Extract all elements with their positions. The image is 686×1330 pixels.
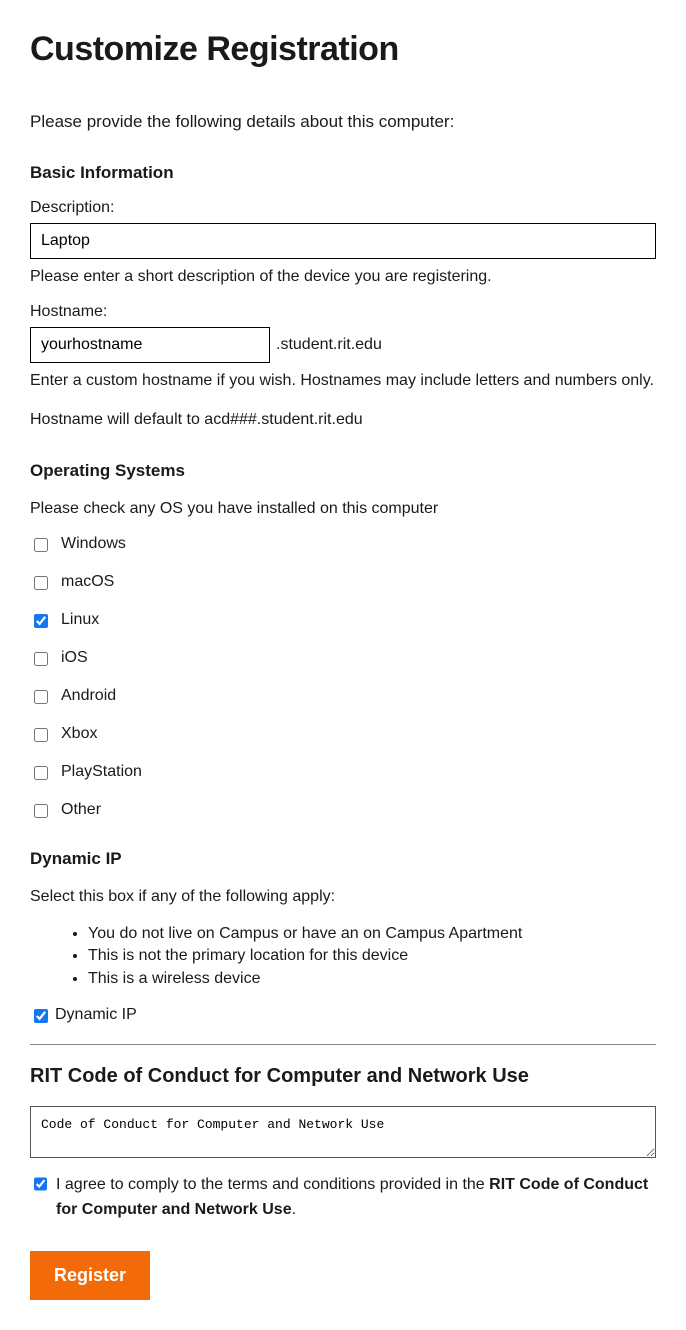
os-checkbox[interactable]	[34, 728, 48, 742]
os-item: macOS	[30, 573, 656, 593]
os-checkbox[interactable]	[34, 690, 48, 704]
register-button[interactable]: Register	[30, 1251, 150, 1300]
os-label: Windows	[61, 535, 126, 553]
os-item: iOS	[30, 649, 656, 669]
hostname-hint-1: Enter a custom hostname if you wish. Hos…	[30, 369, 656, 394]
description-hint: Please enter a short description of the …	[30, 265, 656, 290]
hostname-input[interactable]	[30, 327, 270, 363]
description-label: Description:	[30, 199, 656, 217]
dynamic-ip-bullet: You do not live on Campus or have an on …	[88, 923, 656, 945]
dynamic-ip-heading: Dynamic IP	[30, 849, 656, 869]
agree-checkbox[interactable]	[34, 1177, 47, 1191]
description-input[interactable]	[30, 223, 656, 259]
os-checkbox[interactable]	[34, 614, 48, 628]
coc-textarea[interactable]: Code of Conduct for Computer and Network…	[30, 1106, 656, 1158]
agree-prefix: I agree to comply to the terms and condi…	[56, 1176, 489, 1193]
os-item: Xbox	[30, 725, 656, 745]
dynamic-ip-prompt: Select this box if any of the following …	[30, 885, 656, 909]
page-title: Customize Registration	[30, 30, 656, 69]
dynamic-ip-bullets: You do not live on Campus or have an on …	[30, 923, 656, 990]
os-checkbox[interactable]	[34, 576, 48, 590]
coc-heading: RIT Code of Conduct for Computer and Net…	[30, 1065, 656, 1088]
dynamic-ip-checkbox-label: Dynamic IP	[55, 1006, 137, 1024]
os-checkbox-list: Windows macOS Linux iOS Android Xbox PlayStati…	[30, 535, 656, 821]
os-heading: Operating Systems	[30, 461, 656, 481]
os-label: Linux	[61, 611, 99, 629]
dynamic-ip-bullet: This is not the primary location for thi…	[88, 945, 656, 967]
os-checkbox[interactable]	[34, 804, 48, 818]
os-item: Windows	[30, 535, 656, 555]
divider	[30, 1044, 656, 1045]
os-label: Other	[61, 801, 101, 819]
os-label: iOS	[61, 649, 88, 667]
os-checkbox[interactable]	[34, 766, 48, 780]
hostname-hint-2: Hostname will default to acd###.student.…	[30, 408, 656, 433]
agree-suffix: .	[292, 1201, 296, 1218]
os-prompt: Please check any OS you have installed o…	[30, 497, 656, 521]
intro-text: Please provide the following details abo…	[30, 109, 656, 135]
basic-info-heading: Basic Information	[30, 163, 656, 183]
os-label: PlayStation	[61, 763, 142, 781]
os-label: Android	[61, 687, 116, 705]
os-item: PlayStation	[30, 763, 656, 783]
os-item: Android	[30, 687, 656, 707]
hostname-label: Hostname:	[30, 303, 656, 321]
os-label: macOS	[61, 573, 114, 591]
agree-text: I agree to comply to the terms and condi…	[56, 1173, 656, 1223]
os-checkbox[interactable]	[34, 652, 48, 666]
hostname-suffix: .student.rit.edu	[276, 336, 382, 354]
os-item: Other	[30, 801, 656, 821]
dynamic-ip-checkbox[interactable]	[34, 1009, 48, 1023]
dynamic-ip-bullet: This is a wireless device	[88, 968, 656, 990]
os-label: Xbox	[61, 725, 97, 743]
os-item: Linux	[30, 611, 656, 631]
os-checkbox[interactable]	[34, 538, 48, 552]
